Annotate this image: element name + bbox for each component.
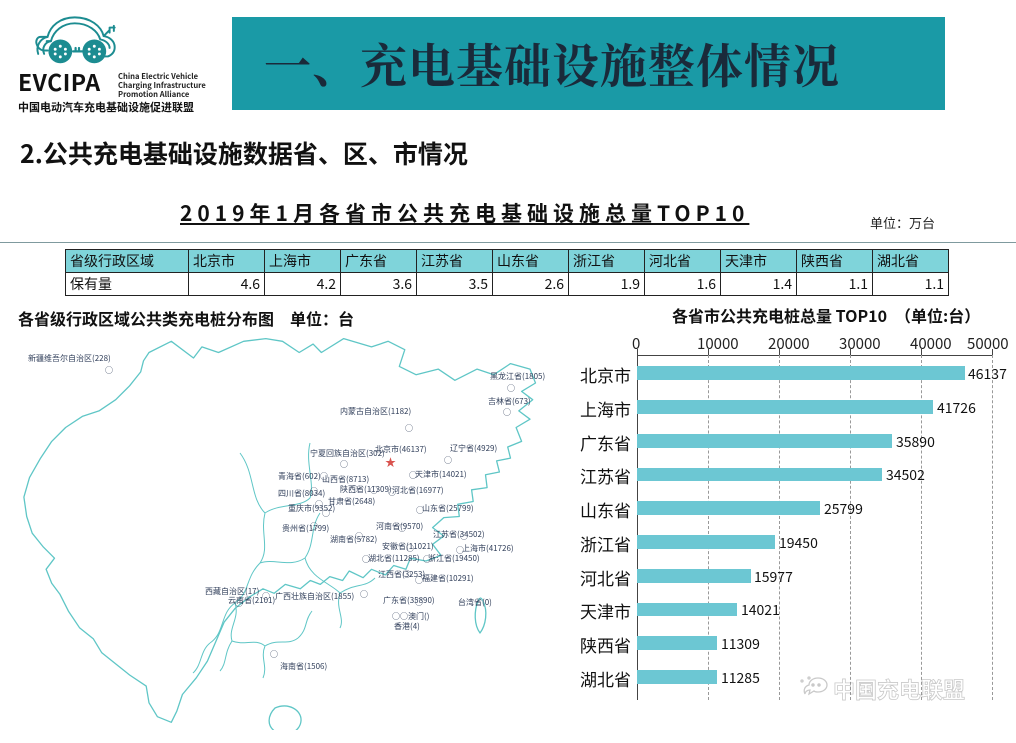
svg-text:中国充电联盟: 中国充电联盟 <box>833 673 965 705</box>
